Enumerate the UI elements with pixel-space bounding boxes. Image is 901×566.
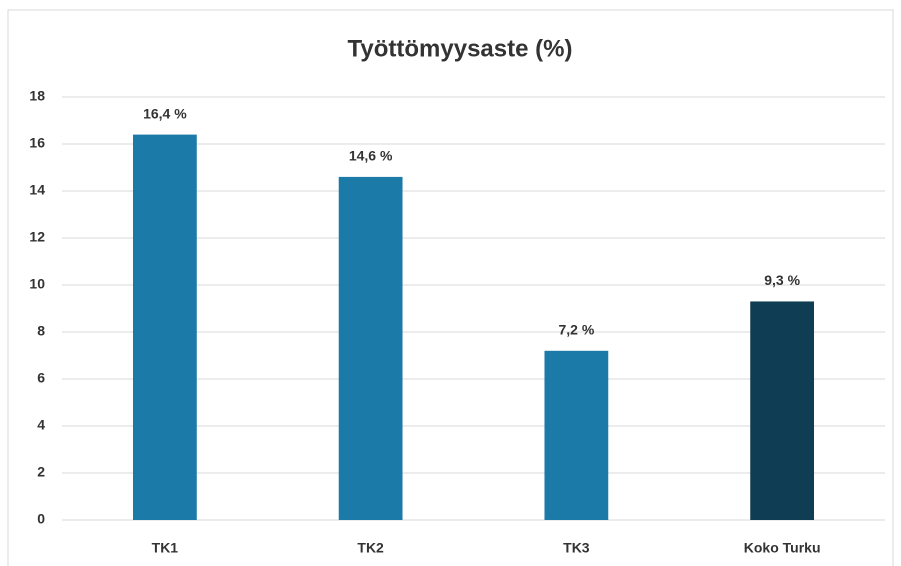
y-tick-label: 0 [37, 511, 45, 527]
bar [750, 301, 815, 520]
x-tick-label: TK3 [563, 540, 590, 556]
chart-title: Työttömyysaste (%) [348, 35, 573, 62]
data-label: 16,4 % [143, 105, 187, 121]
y-tick-label: 10 [29, 276, 45, 292]
data-label: 9,3 % [764, 272, 800, 288]
y-tick-label: 14 [29, 182, 45, 198]
bar [544, 350, 609, 520]
x-tick-label: TK1 [152, 540, 179, 556]
x-tick-label: TK2 [357, 540, 384, 556]
y-tick-label: 18 [29, 88, 45, 104]
x-tick-label: Koko Turku [744, 540, 821, 556]
y-tick-label: 8 [37, 323, 45, 339]
y-tick-label: 6 [37, 370, 45, 386]
y-tick-label: 4 [37, 417, 45, 433]
y-tick-label: 2 [37, 464, 45, 480]
y-tick-label: 12 [29, 229, 45, 245]
data-label: 14,6 % [349, 148, 393, 164]
bar [132, 134, 197, 520]
y-tick-label: 16 [29, 135, 45, 151]
bar [338, 176, 403, 520]
data-label: 7,2 % [558, 322, 594, 338]
